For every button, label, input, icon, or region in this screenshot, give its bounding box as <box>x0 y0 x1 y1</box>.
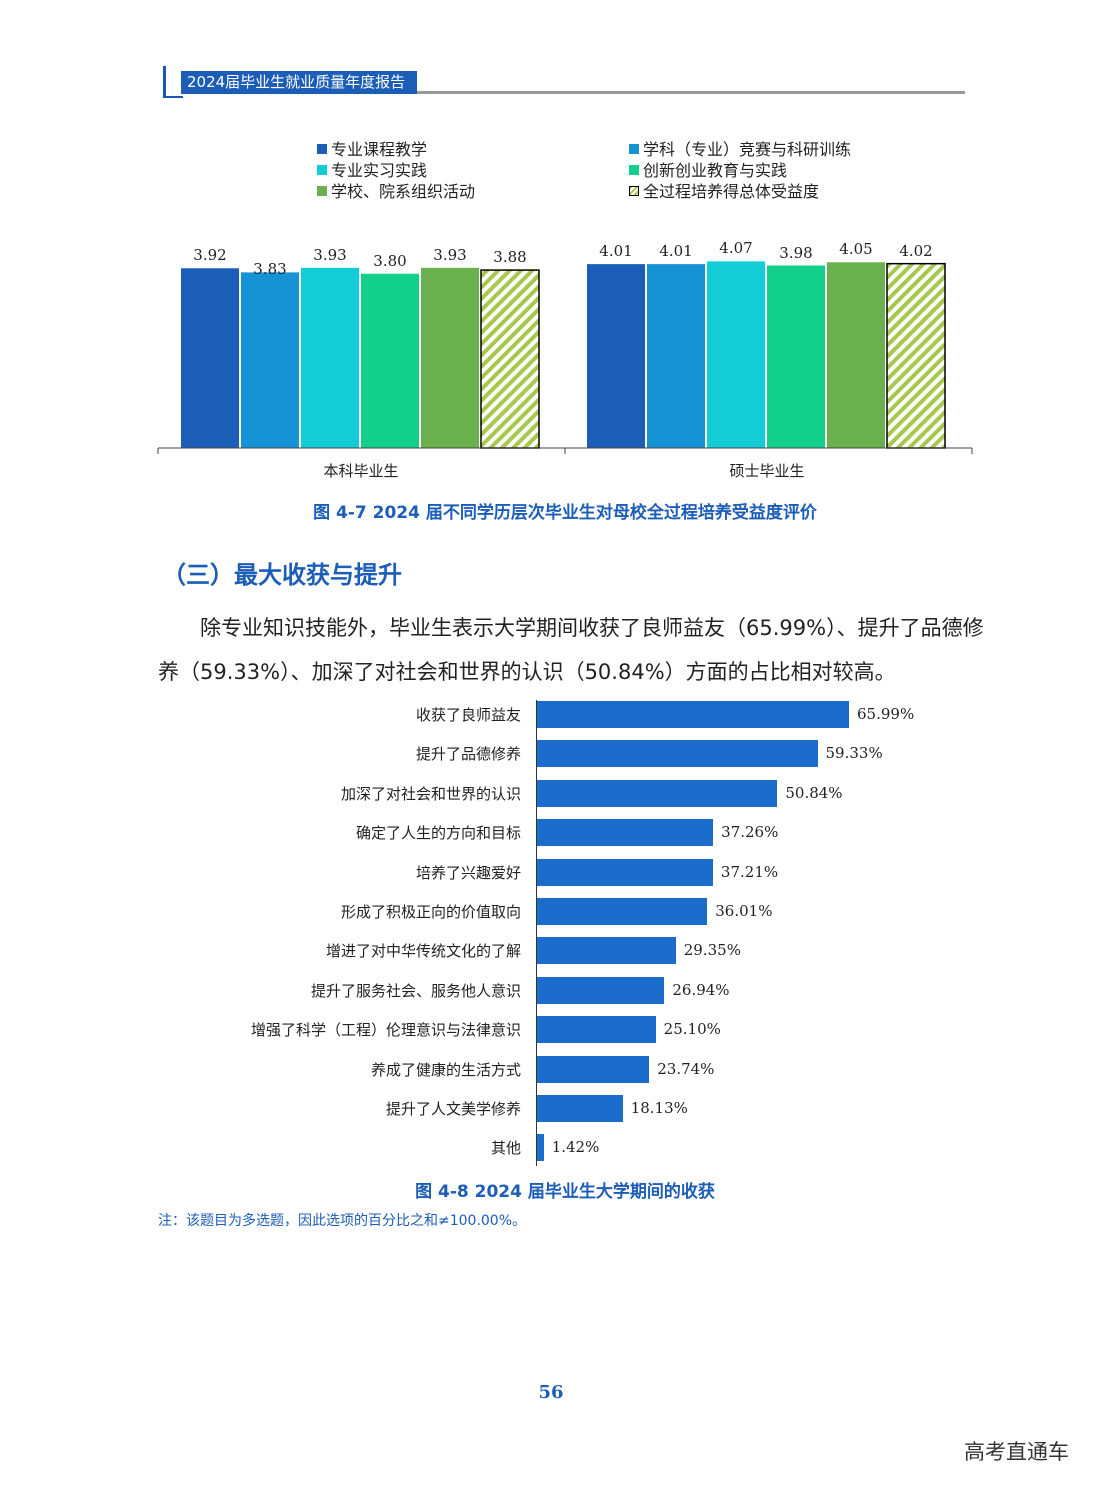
gain-bar <box>537 779 778 807</box>
gain-bar <box>537 701 849 728</box>
legend-label: 专业课程教学 <box>331 140 428 159</box>
category-label-master: 硕士毕业生 <box>729 462 805 480</box>
bar-category-label: 其他 <box>490 1139 521 1158</box>
bar-value-label: 3.88 <box>493 248 527 267</box>
bar-category-label: 提升了人文美学修养 <box>385 1100 521 1118</box>
bar-value-label: 4.01 <box>659 242 693 261</box>
watermark: 高考直通车 <box>964 1440 1069 1464</box>
gain-value-label: 59.33% <box>825 744 883 763</box>
bar-category-label: 养成了健康的生活方式 <box>370 1060 521 1079</box>
figure-caption-4-8: 图 4-8 2024 届毕业生大学期间的收获 <box>415 1182 715 1202</box>
bar-master-0 <box>587 264 645 448</box>
figure-caption-4-7: 图 4-7 2024 届不同学历层次毕业生对母校全过程培养受益度评价 <box>313 503 817 523</box>
legend-swatch <box>629 144 639 154</box>
gain-bar <box>537 1134 544 1162</box>
bar-value-label: 4.05 <box>839 240 873 259</box>
y-axis <box>536 700 537 1166</box>
legend-item-innovation: 创新创业教育与实践 <box>629 161 787 181</box>
legend-item-course: 专业课程教学 <box>317 140 427 160</box>
bar-undergrad-3 <box>361 273 419 448</box>
bar-category-label: 确定了人生的方向和目标 <box>355 824 521 843</box>
bar-master-3 <box>767 265 825 448</box>
gain-value-label: 23.74% <box>657 1059 715 1078</box>
gain-bar <box>537 976 665 1004</box>
gain-bar <box>537 898 708 925</box>
legend-label: 创新创业教育与实践 <box>643 161 788 180</box>
legend-item-internship: 专业实习实践 <box>317 161 427 181</box>
body-paragraph: 除专业知识技能外，毕业生表示大学期间收获了良师益友（65.99%）、提升了品德修… <box>158 616 984 684</box>
gain-value-label: 25.10% <box>663 1020 721 1039</box>
gain-value-label: 37.21% <box>720 862 779 881</box>
section-title: （三）最大收获与提升 <box>162 561 402 589</box>
legend-swatch <box>629 165 639 175</box>
gain-bar <box>537 1055 650 1083</box>
bar-value-label: 3.83 <box>253 260 287 279</box>
header-rule <box>181 91 965 94</box>
bar-value-label: 4.07 <box>719 239 753 258</box>
legend-item-overall: 全过程培养得总体受益度 <box>629 182 819 202</box>
gain-bar <box>537 1016 656 1044</box>
bar-value-label: 4.01 <box>599 242 633 261</box>
category-label-undergrad: 本科毕业生 <box>323 462 399 480</box>
gain-value-label: 18.13% <box>630 1099 688 1117</box>
legend-label: 专业实习实践 <box>331 161 428 180</box>
page-number: 56 <box>538 1382 564 1403</box>
gain-value-label: 26.94% <box>672 980 730 999</box>
bar-category-label: 培养了兴趣爱好 <box>415 863 521 882</box>
legend-label: 学科（专业）竞赛与科研训练 <box>643 140 852 159</box>
bar-value-label: 3.92 <box>193 246 227 265</box>
bar-category-label: 收获了良师益友 <box>415 706 521 724</box>
gain-value-label: 1.42% <box>551 1138 600 1157</box>
benefit-bar-chart <box>157 261 973 454</box>
header-rule-accent <box>163 96 183 98</box>
bar-category-label: 提升了服务社会、服务他人意识 <box>310 981 521 1000</box>
bar-undergrad-2 <box>301 267 359 448</box>
bar-category-label: 增强了科学（工程）伦理意识与法律意识 <box>250 1021 521 1040</box>
legend-label: 学校、院系组织活动 <box>331 182 476 201</box>
bar-category-label: 增进了对中华传统文化的了解 <box>325 942 521 961</box>
bar-undergrad-5 <box>480 269 540 449</box>
legend-item-activities: 学校、院系组织活动 <box>317 182 475 202</box>
legend-item-competition: 学科（专业）竞赛与科研训练 <box>629 140 851 160</box>
bar-value-label: 3.93 <box>313 245 347 264</box>
gain-value-label: 65.99% <box>857 705 915 723</box>
legend-swatch <box>317 186 327 196</box>
bar-value-label: 3.80 <box>373 251 407 270</box>
gain-value-label: 50.84% <box>785 783 843 802</box>
bar-master-1 <box>647 264 705 448</box>
legend-swatch <box>317 144 327 154</box>
legend-swatch <box>317 165 327 175</box>
bar-value-label: 3.93 <box>433 245 467 264</box>
bar-undergrad-0 <box>181 268 239 448</box>
bar-category-label: 提升了品德修养 <box>415 745 521 764</box>
bar-master-4 <box>827 262 885 448</box>
legend-swatch-hatched <box>629 186 639 196</box>
report-title: 2024届毕业生就业质量年度报告 <box>181 71 417 94</box>
footnote: 注：该题目为多选题，因此选项的百分比之和≠100.00%。 <box>158 1213 527 1229</box>
gain-bar <box>537 819 714 847</box>
bar-category-label: 形成了积极正向的价值取向 <box>340 903 521 921</box>
bar-undergrad-1 <box>241 272 299 448</box>
gain-value-label: 29.35% <box>683 941 741 960</box>
bar-master-5 <box>886 262 946 449</box>
gain-bar <box>537 937 676 965</box>
bar-value-label: 4.02 <box>899 241 933 260</box>
gain-value-label: 36.01% <box>715 902 773 920</box>
bar-category-label: 加深了对社会和世界的认识 <box>340 784 521 803</box>
gain-bar <box>537 740 818 768</box>
legend-label: 全过程培养得总体受益度 <box>643 182 820 201</box>
gain-value-label: 37.26% <box>721 823 779 842</box>
bar-value-label: 3.98 <box>779 243 813 262</box>
bar-undergrad-4 <box>421 267 479 448</box>
bar-master-2 <box>707 261 765 448</box>
gain-bar <box>537 858 713 886</box>
header-frame <box>163 66 421 96</box>
gain-bar <box>537 1095 623 1122</box>
